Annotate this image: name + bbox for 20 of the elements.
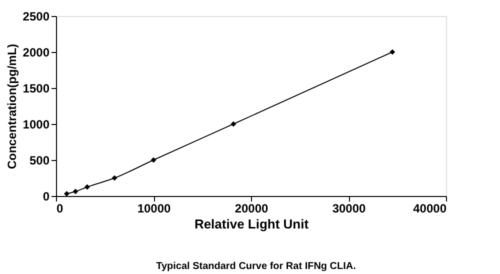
point: [84, 184, 90, 190]
point: [112, 175, 118, 181]
y-tick-label: 2000: [22, 46, 50, 60]
point: [72, 188, 78, 194]
y-tick-label: 2500: [22, 10, 50, 24]
x-tick-label: 10000: [137, 202, 172, 216]
text: Typical Standard Curve for Rat IFNg CLIA.: [156, 261, 356, 272]
x-tick-label: 30000: [332, 202, 366, 216]
x-tick-label: 0: [56, 202, 64, 216]
y-tick-label: 1500: [22, 82, 50, 96]
y-tick-label: 1000: [22, 118, 50, 132]
point: [390, 49, 396, 55]
point: [230, 121, 236, 127]
point: [150, 157, 156, 163]
y-tick-label: 0: [42, 190, 50, 204]
x-axis-title: Relative Light Unit: [194, 216, 310, 232]
y-axis-title: Concentration(pg/mL): [4, 44, 19, 170]
x-tick-label: 40000: [413, 202, 447, 216]
x-tick-label: 20000: [234, 202, 269, 216]
y-tick-label: 500: [29, 154, 50, 168]
